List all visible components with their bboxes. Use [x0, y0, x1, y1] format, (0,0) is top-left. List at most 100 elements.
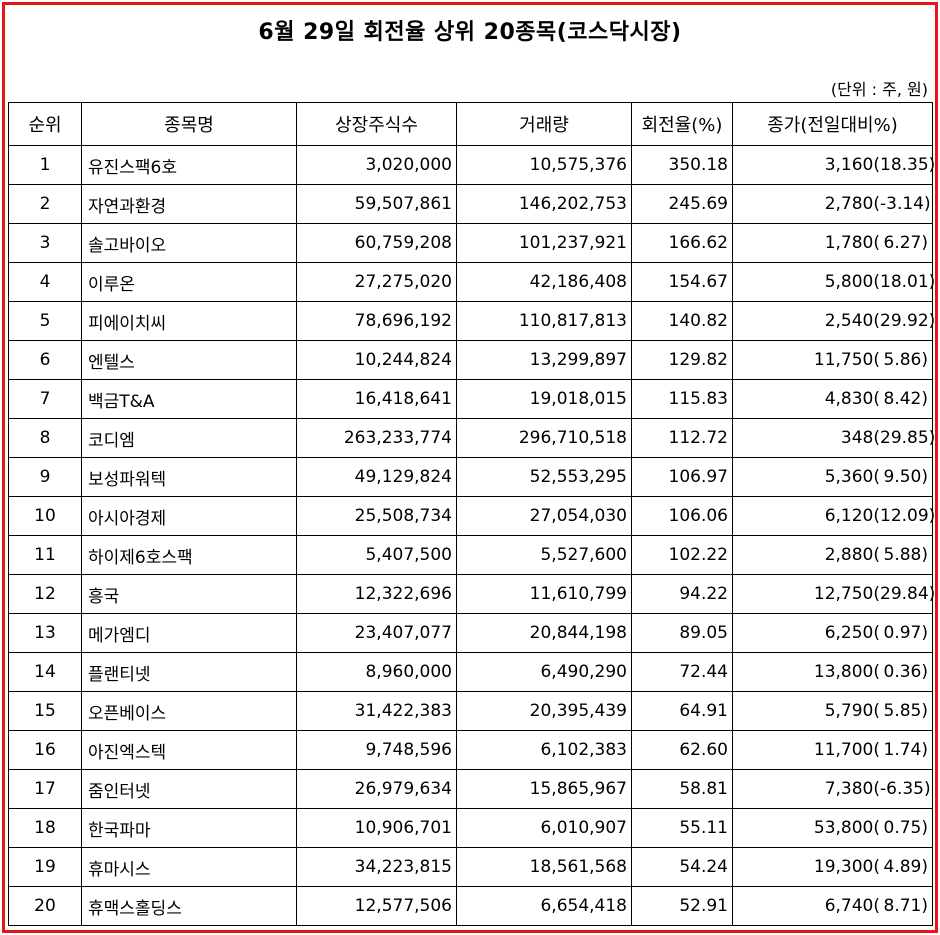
- listed-shares-cell: 5,407,500: [296, 535, 457, 575]
- trading-volume-cell: 19,018,015: [456, 379, 632, 419]
- rank-cell: 15: [8, 691, 82, 731]
- closing-price: 1,780(: [824, 233, 880, 253]
- trading-volume-cell: 20,395,439: [456, 691, 632, 731]
- header-name: 종목명: [81, 102, 297, 146]
- trading-volume-cell: 296,710,518: [456, 418, 632, 458]
- rank-cell: 9: [8, 457, 82, 497]
- stock-name-cell: 줌인터넷: [81, 769, 297, 809]
- turnover-rate-cell: 350.18: [631, 145, 733, 185]
- rank-cell: 20: [8, 886, 82, 926]
- listed-shares-cell: 59,507,861: [296, 184, 457, 224]
- table-row: 18 한국파마 10,906,701 6,010,907 55.11 53,800(0.7…: [8, 808, 933, 848]
- rank-cell: 16: [8, 730, 82, 770]
- listed-shares-cell: 12,577,506: [296, 886, 457, 926]
- table-row: 4 이루온 27,275,020 42,186,408 154.67 5,800(18.0…: [8, 262, 936, 302]
- closing-price-cell: 2,780(-3.14): [732, 184, 933, 224]
- turnover-rate-cell: 115.83: [631, 379, 733, 419]
- listed-shares-cell: 8,960,000: [296, 652, 457, 692]
- trading-volume-cell: 20,844,198: [456, 613, 632, 653]
- header-shares: 상장주식수: [296, 102, 457, 146]
- closing-price: 13,800(: [813, 662, 880, 682]
- table-row: 2 자연과환경 59,507,861 146,202,753 245.69 2,780(-…: [8, 184, 933, 224]
- stock-name-cell: 이루온: [81, 262, 297, 302]
- table-row: 20 휴맥스홀딩스 12,577,506 6,654,418 52.91 6,740(8.…: [8, 886, 933, 926]
- price-change-percent: -6.35): [880, 779, 931, 799]
- closing-price: 6,250(: [824, 623, 880, 643]
- listed-shares-cell: 10,906,701: [296, 808, 457, 848]
- turnover-rate-cell: 154.67: [631, 262, 733, 302]
- rank-cell: 12: [8, 574, 82, 614]
- listed-shares-cell: 9,748,596: [296, 730, 457, 770]
- stock-name-cell: 엔텔스: [81, 340, 297, 380]
- closing-price-cell: 7,380(-6.35): [732, 769, 933, 809]
- stock-name-cell: 오픈베이스: [81, 691, 297, 731]
- rank-cell: 5: [8, 301, 82, 341]
- listed-shares-cell: 31,422,383: [296, 691, 457, 731]
- rank-cell: 8: [8, 418, 82, 458]
- turnover-table: 순위 종목명 상장주식수 거래량 회전율(%) 종가(전일대비%) 1 유진스팩6…: [8, 102, 936, 926]
- trading-volume-cell: 11,610,799: [456, 574, 632, 614]
- stock-name-cell: 한국파마: [81, 808, 297, 848]
- trading-volume-cell: 6,102,383: [456, 730, 632, 770]
- listed-shares-cell: 34,223,815: [296, 847, 457, 887]
- listed-shares-cell: 78,696,192: [296, 301, 457, 341]
- stock-name-cell: 보성파워텍: [81, 457, 297, 497]
- turnover-rate-cell: 64.91: [631, 691, 733, 731]
- stock-name-cell: 휴맥스홀딩스: [81, 886, 297, 926]
- closing-price: 348(: [840, 428, 880, 448]
- trading-volume-cell: 6,490,290: [456, 652, 632, 692]
- price-change-percent: 9.50): [883, 467, 928, 487]
- table-row: 13 메가엠디 23,407,077 20,844,198 89.05 6,250(0.9…: [8, 613, 933, 653]
- stock-name-cell: 하이제6호스팩: [81, 535, 297, 575]
- stock-name-cell: 플랜티넷: [81, 652, 297, 692]
- table-header-row: 순위 종목명 상장주식수 거래량 회전율(%) 종가(전일대비%): [8, 102, 933, 146]
- unit-note: (단위 : 주, 원): [830, 80, 928, 99]
- price-change-percent: 29.84): [880, 584, 936, 604]
- closing-price-cell: 2,540(29.92): [732, 301, 935, 341]
- trading-volume-cell: 6,010,907: [456, 808, 632, 848]
- turnover-rate-cell: 245.69: [631, 184, 733, 224]
- trading-volume-cell: 10,575,376: [456, 145, 632, 185]
- closing-price: 11,750(: [813, 350, 880, 370]
- closing-price: 2,880(: [824, 545, 880, 565]
- closing-price-cell: 4,830(8.42): [732, 379, 933, 419]
- price-change-percent: -3.14): [880, 194, 931, 214]
- listed-shares-cell: 49,129,824: [296, 457, 457, 497]
- turnover-rate-cell: 52.91: [631, 886, 733, 926]
- price-change-percent: 4.89): [883, 857, 928, 877]
- trading-volume-cell: 110,817,813: [456, 301, 632, 341]
- table-row: 6 엔텔스 10,244,824 13,299,897 129.82 11,750(5.8…: [8, 340, 933, 380]
- trading-volume-cell: 42,186,408: [456, 262, 632, 302]
- price-change-percent: 0.97): [883, 623, 928, 643]
- rank-cell: 3: [8, 223, 82, 263]
- turnover-rate-cell: 102.22: [631, 535, 733, 575]
- table-row: 12 흥국 12,322,696 11,610,799 94.22 12,750(29.8…: [8, 574, 936, 614]
- listed-shares-cell: 263,233,774: [296, 418, 457, 458]
- page-title: 6월 29일 회전율 상위 20종목(코스닥시장): [258, 20, 682, 45]
- trading-volume-cell: 146,202,753: [456, 184, 632, 224]
- stock-name-cell: 메가엠디: [81, 613, 297, 653]
- closing-price-cell: 12,750(29.84): [732, 574, 936, 614]
- listed-shares-cell: 12,322,696: [296, 574, 457, 614]
- rank-cell: 17: [8, 769, 82, 809]
- stock-name-cell: 흥국: [81, 574, 297, 614]
- table-row: 7 백금T&A 16,418,641 19,018,015 115.83 4,830(8.…: [8, 379, 933, 419]
- price-change-percent: 1.74): [883, 740, 928, 760]
- stock-name-cell: 자연과환경: [81, 184, 297, 224]
- stock-name-cell: 유진스팩6호: [81, 145, 297, 185]
- closing-price: 2,540(: [824, 311, 880, 331]
- closing-price: 6,120(: [824, 506, 880, 526]
- price-change-percent: 5.86): [883, 350, 928, 370]
- closing-price: 53,800(: [813, 818, 880, 838]
- table-row: 19 휴마시스 34,223,815 18,561,568 54.24 19,300(4.…: [8, 847, 933, 887]
- rank-cell: 14: [8, 652, 82, 692]
- table-row: 15 오픈베이스 31,422,383 20,395,439 64.91 5,790(5.…: [8, 691, 933, 731]
- closing-price-cell: 5,800(18.01): [732, 262, 936, 302]
- closing-price-cell: 6,250(0.97): [732, 613, 933, 653]
- rank-cell: 7: [8, 379, 82, 419]
- stock-name-cell: 휴마시스: [81, 847, 297, 887]
- trading-volume-cell: 27,054,030: [456, 496, 632, 536]
- price-change-percent: 18.01): [880, 272, 936, 292]
- closing-price-cell: 5,360(9.50): [732, 457, 933, 497]
